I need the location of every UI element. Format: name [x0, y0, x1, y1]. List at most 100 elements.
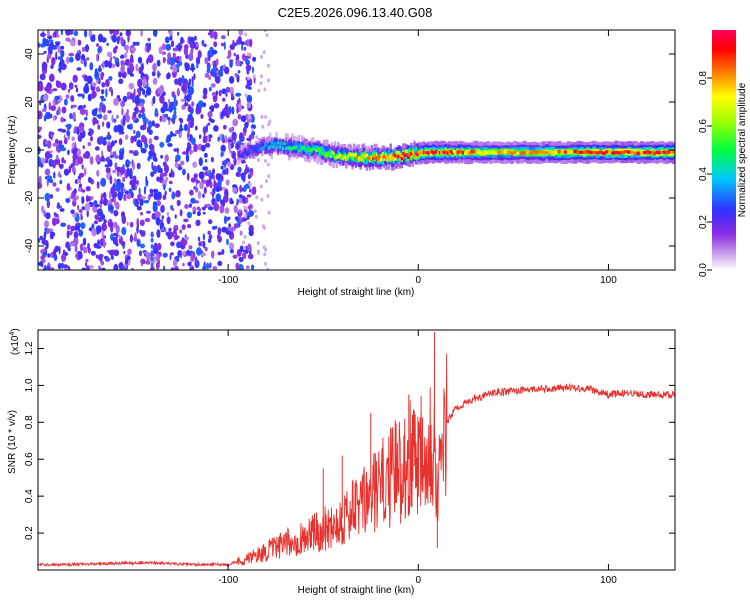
noise-streak: [173, 98, 177, 104]
noise-speckle: [121, 266, 126, 270]
noise-speckle: [53, 171, 56, 179]
noise-speckle: [196, 63, 199, 69]
signal-track-segment: [589, 150, 594, 155]
noise-speckle: [116, 178, 121, 185]
noise-speckle: [38, 237, 41, 243]
snr-axes: -100 0 100 0.2 0.4 0.6 0.8 1.0 1.2: [24, 330, 675, 586]
noise-speckle: [188, 52, 194, 62]
noise-speckle: [102, 104, 106, 114]
noise-speckle: [117, 191, 123, 201]
signal-track-segment: [365, 153, 369, 157]
noise-speckle: [160, 154, 164, 159]
noise-speckle: [196, 206, 201, 211]
snr-ytick-label: 0.8: [24, 415, 35, 429]
noise-speckle: [182, 250, 187, 256]
noise-speckle: [105, 157, 110, 162]
noise-speckle: [60, 45, 65, 50]
signal-track-segment: [326, 152, 329, 159]
signal-track-segment: [277, 141, 280, 145]
noise-speckle: [92, 117, 98, 125]
noise-speckle: [234, 73, 238, 78]
noise-speckle: [232, 254, 238, 259]
noise-speckle: [126, 160, 131, 165]
noise-speckle: [213, 31, 218, 40]
noise-speckle: [164, 176, 169, 182]
noise-speckle: [50, 105, 56, 111]
snr-panel: -100 0 100 0.2 0.4 0.6 0.8 1.0 1.2 (x104) Height…: [7, 328, 676, 596]
signal-track-segment: [264, 144, 267, 155]
noise-speckle: [232, 39, 235, 47]
noise-speckle: [136, 238, 141, 247]
signal-track-segment: [326, 151, 329, 156]
noise-speckle: [171, 207, 175, 212]
noise-speckle: [223, 106, 230, 114]
noise-speckle: [44, 227, 48, 232]
signal-track-segment: [353, 153, 356, 157]
noise-speckle: [175, 190, 181, 198]
noise-speckle: [90, 128, 94, 135]
noise-speckle: [154, 211, 161, 218]
signal-track-segment: [296, 145, 299, 149]
signal-track-segment: [544, 151, 549, 155]
noise-speckle: [224, 66, 230, 75]
noise-speckle: [50, 64, 54, 70]
noise-speckle: [94, 107, 98, 113]
noise-speckle: [72, 74, 78, 83]
noise-speckle: [164, 164, 169, 174]
noise-speckle: [44, 168, 51, 176]
signal-track-segment: [459, 150, 462, 157]
noise-speckle: [211, 91, 217, 97]
noise-speckle: [202, 87, 208, 96]
signal-track-segment: [454, 151, 457, 155]
noise-speckle: [170, 267, 175, 270]
signal-track-segment: [414, 153, 418, 160]
noise-speckle: [243, 214, 247, 219]
signal-track-segment: [362, 153, 365, 158]
noise-speckle: [230, 93, 234, 98]
signal-track-segment: [327, 152, 331, 156]
noise-speckle: [188, 203, 192, 208]
noise-speckle: [214, 75, 221, 84]
noise-speckle: [260, 54, 263, 59]
noise-speckle: [81, 93, 85, 99]
signal-track-segment: [620, 150, 625, 155]
signal-track-segment: [408, 152, 411, 157]
signal-track-segment: [315, 148, 318, 153]
noise-speckle: [90, 196, 94, 200]
noise-speckle: [102, 192, 107, 199]
noise-speckle: [61, 106, 67, 114]
noise-speckle: [100, 74, 104, 81]
noise-speckle: [248, 86, 252, 90]
noise-speckle: [115, 242, 119, 247]
signal-track-segment: [307, 148, 310, 152]
noise-speckle: [142, 115, 147, 125]
noise-speckle: [240, 41, 245, 46]
noise-speckle: [228, 242, 235, 251]
noise-speckle: [146, 210, 151, 214]
noise-speckle: [181, 224, 186, 231]
noise-speckle: [177, 250, 182, 258]
signal-track-segment: [370, 155, 373, 160]
noise-speckle: [43, 50, 47, 54]
signal-track-segment: [332, 152, 335, 159]
noise-speckle: [222, 138, 226, 144]
noise-speckle: [110, 255, 114, 260]
noise-speckle: [202, 135, 209, 140]
noise-speckle: [82, 145, 85, 150]
noise-speckle: [97, 113, 103, 120]
noise-speckle: [109, 55, 112, 64]
signal-track-segment: [387, 155, 391, 159]
noise-speckle: [136, 179, 139, 186]
noise-speckle: [156, 176, 160, 182]
signal-track-segment: [433, 150, 437, 154]
noise-speckle: [236, 39, 241, 44]
noise-speckle: [78, 172, 85, 178]
noise-speckle: [103, 235, 107, 239]
noise-streak: [150, 244, 154, 249]
noise-speckle: [208, 234, 213, 240]
signal-track-segment: [251, 145, 254, 149]
noise-speckle: [91, 82, 97, 88]
signal-track-segment: [643, 150, 647, 155]
noise-speckle: [126, 109, 129, 115]
signal-track-segment: [497, 150, 502, 155]
